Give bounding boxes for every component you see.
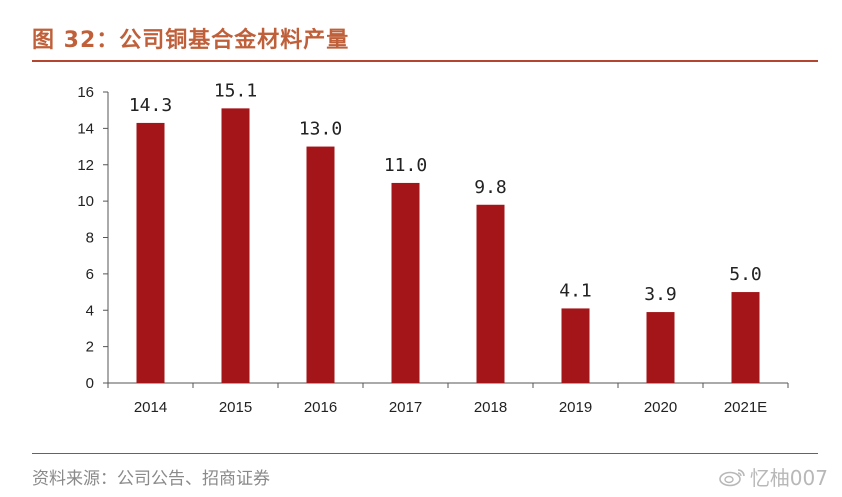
- bar-2014: [136, 122, 165, 383]
- weibo-icon: [719, 468, 745, 486]
- x-tick-label-2015: 2015: [219, 399, 252, 416]
- x-tick-label-2019: 2019: [559, 399, 592, 416]
- y-tick-label: 4: [86, 302, 94, 319]
- x-tick-label-2016: 2016: [304, 399, 337, 416]
- data-label-2020: 3.9: [644, 284, 677, 305]
- x-tick-label-2018: 2018: [474, 399, 507, 416]
- bar-2019: [561, 308, 590, 383]
- bar-2016: [306, 146, 335, 383]
- data-label-2018: 9.8: [474, 177, 507, 198]
- x-axis: 2014 2015 2016 2017 2018 2019 2020 2021E: [107, 382, 789, 416]
- y-tick-label: 16: [77, 84, 94, 101]
- y-tick-label: 14: [77, 120, 94, 137]
- data-label-2014: 14.3: [129, 95, 172, 116]
- figure-title: 图 32：公司铜基合金材料产量: [32, 28, 350, 53]
- x-tick-label-2020: 2020: [644, 399, 677, 416]
- bar-2018: [476, 204, 505, 383]
- data-label-2015: 15.1: [214, 80, 257, 101]
- bars: [136, 108, 760, 384]
- data-label-2016: 13.0: [299, 119, 342, 140]
- x-tick-label-2017: 2017: [389, 399, 422, 416]
- y-tick-label: 2: [86, 339, 94, 356]
- y-tick-label: 6: [86, 266, 94, 283]
- source-divider: [32, 453, 818, 454]
- bar-2021E: [731, 292, 760, 383]
- y-tick-label: 0: [86, 375, 94, 392]
- y-tick-label: 12: [77, 157, 94, 174]
- title-divider: [32, 60, 818, 62]
- watermark-text: 忆柚007: [749, 466, 828, 490]
- y-tick-label: 10: [77, 193, 94, 210]
- x-tick-label-2014: 2014: [134, 399, 167, 416]
- data-label-2021E: 5.0: [729, 264, 762, 285]
- data-label-2019: 4.1: [559, 280, 592, 301]
- x-tick-label-2021E: 2021E: [724, 399, 767, 416]
- bar-2020: [646, 312, 675, 383]
- data-labels: 14.3 15.1 13.0 11.0 9.8 4.1 3.9 5.0: [129, 80, 762, 305]
- bar-2015: [221, 108, 250, 384]
- data-label-2017: 11.0: [384, 155, 427, 176]
- bar-2017: [391, 182, 420, 383]
- source-note: 资料来源：公司公告、招商证券: [32, 469, 270, 489]
- y-axis: 0 2 4 6 8 10 12 14 16: [77, 84, 109, 392]
- watermark: 忆柚007: [718, 462, 828, 491]
- y-tick-label: 8: [86, 230, 94, 247]
